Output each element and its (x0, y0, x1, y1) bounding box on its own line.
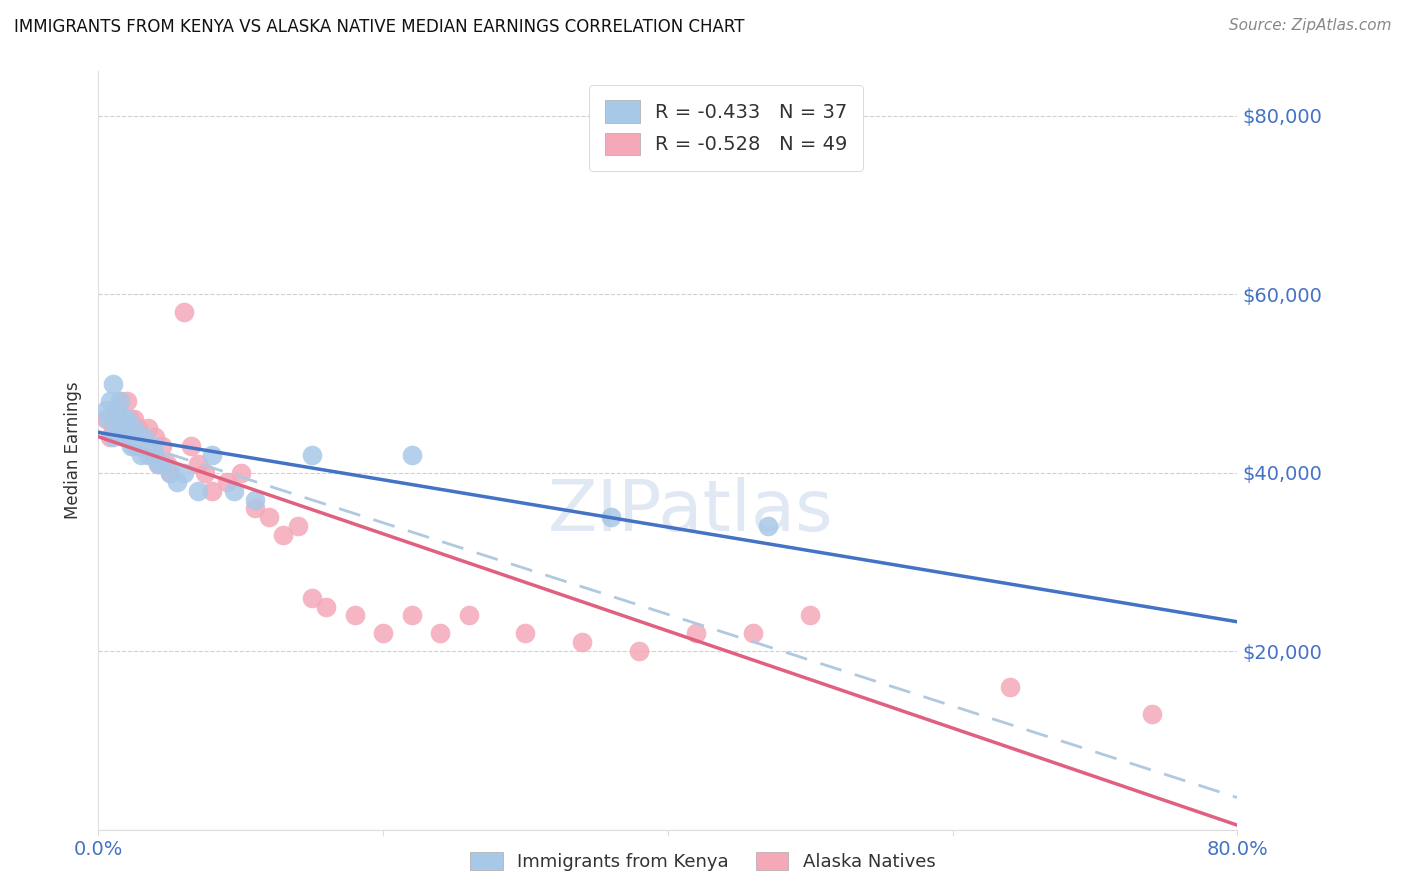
Point (115, 394, 138, 409)
Point (125, 430, 148, 444)
Point (115, 412, 138, 426)
Point (229, 466, 252, 480)
Point (401, 608, 423, 623)
Point (141, 448, 163, 462)
Point (159, 466, 181, 480)
Point (1140, 706, 1163, 721)
Point (122, 439, 145, 453)
Point (136, 448, 159, 462)
Point (243, 492, 266, 507)
Point (132, 430, 155, 444)
Point (125, 439, 148, 453)
Point (756, 519, 779, 533)
Point (111, 412, 134, 426)
Point (343, 608, 366, 623)
Point (101, 421, 124, 435)
Point (429, 626, 451, 640)
Point (600, 510, 623, 524)
Point (187, 483, 209, 498)
Point (301, 448, 323, 462)
Point (94, 412, 117, 426)
Point (187, 457, 209, 471)
Point (571, 635, 593, 649)
Point (401, 448, 423, 462)
Point (243, 501, 266, 516)
Text: ZIPatlas: ZIPatlas (548, 476, 834, 546)
Point (148, 457, 170, 471)
Point (259, 510, 281, 524)
Point (152, 439, 174, 453)
Point (273, 528, 295, 542)
Point (148, 457, 170, 471)
Point (122, 412, 145, 426)
Point (108, 421, 131, 435)
Point (315, 599, 337, 614)
Point (111, 421, 134, 435)
Point (129, 430, 152, 444)
Point (628, 644, 651, 658)
Point (166, 475, 188, 489)
Point (742, 626, 765, 640)
Text: Source: ZipAtlas.com: Source: ZipAtlas.com (1229, 18, 1392, 33)
Point (97, 412, 120, 426)
Point (105, 412, 128, 426)
Point (108, 394, 131, 409)
Point (104, 403, 127, 417)
Y-axis label: Median Earnings: Median Earnings (65, 382, 83, 519)
Point (115, 421, 138, 435)
Point (215, 475, 238, 489)
Point (287, 519, 309, 533)
Point (120, 439, 142, 453)
Point (127, 421, 149, 435)
Point (180, 439, 202, 453)
Point (108, 394, 131, 409)
Point (145, 430, 167, 444)
Point (194, 466, 217, 480)
Point (515, 626, 537, 640)
Point (112, 430, 135, 444)
Point (112, 412, 135, 426)
Point (129, 448, 152, 462)
Point (998, 680, 1021, 694)
Point (98, 430, 121, 444)
Point (101, 376, 124, 391)
Point (98, 394, 121, 409)
Point (457, 608, 479, 623)
Point (152, 457, 174, 471)
Point (173, 466, 195, 480)
Point (122, 421, 145, 435)
Point (201, 448, 224, 462)
Point (101, 430, 124, 444)
Point (141, 439, 163, 453)
Point (173, 305, 195, 319)
Point (222, 483, 245, 498)
Legend: R = -0.433   N = 37, R = -0.528   N = 49: R = -0.433 N = 37, R = -0.528 N = 49 (589, 85, 863, 170)
Point (129, 439, 152, 453)
Point (118, 412, 141, 426)
Point (120, 430, 142, 444)
Point (136, 421, 159, 435)
Point (799, 608, 821, 623)
Point (156, 457, 179, 471)
Point (301, 591, 323, 605)
Point (685, 626, 707, 640)
Point (201, 483, 224, 498)
Point (132, 439, 155, 453)
Point (104, 403, 127, 417)
Point (159, 466, 181, 480)
Point (373, 626, 395, 640)
Text: IMMIGRANTS FROM KENYA VS ALASKA NATIVE MEDIAN EARNINGS CORRELATION CHART: IMMIGRANTS FROM KENYA VS ALASKA NATIVE M… (14, 18, 745, 36)
Point (145, 448, 167, 462)
Point (94, 403, 117, 417)
Point (118, 430, 141, 444)
Legend: Immigrants from Kenya, Alaska Natives: Immigrants from Kenya, Alaska Natives (463, 845, 943, 879)
Point (105, 412, 128, 426)
